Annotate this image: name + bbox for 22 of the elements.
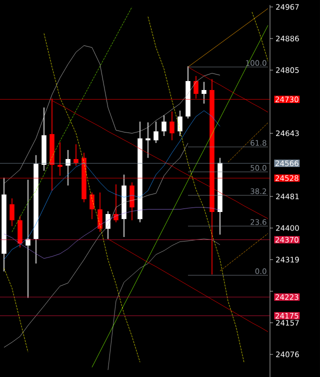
- line-series: [108, 238, 220, 370]
- line-series: [4, 110, 220, 260]
- candlestick: [58, 142, 62, 176]
- candlestick: [130, 182, 134, 221]
- line-series: [4, 268, 28, 352]
- candlestick: [66, 150, 70, 186]
- candlestick: [202, 81, 206, 104]
- candlestick: [162, 114, 166, 136]
- candlestick: [146, 122, 150, 158]
- candlestick: [26, 179, 30, 298]
- candlestick: [10, 198, 14, 226]
- line-series: [4, 142, 188, 348]
- candlestick: [170, 111, 174, 141]
- line-series: [44, 33, 140, 362]
- candlestick: [178, 110, 182, 136]
- candlestick: [98, 192, 102, 232]
- candlestick: [18, 216, 22, 248]
- candlestick: [154, 121, 158, 144]
- line-series: [148, 16, 244, 362]
- candlestick: [74, 144, 78, 166]
- line-series: [108, 238, 268, 332]
- line-series: [4, 45, 220, 184]
